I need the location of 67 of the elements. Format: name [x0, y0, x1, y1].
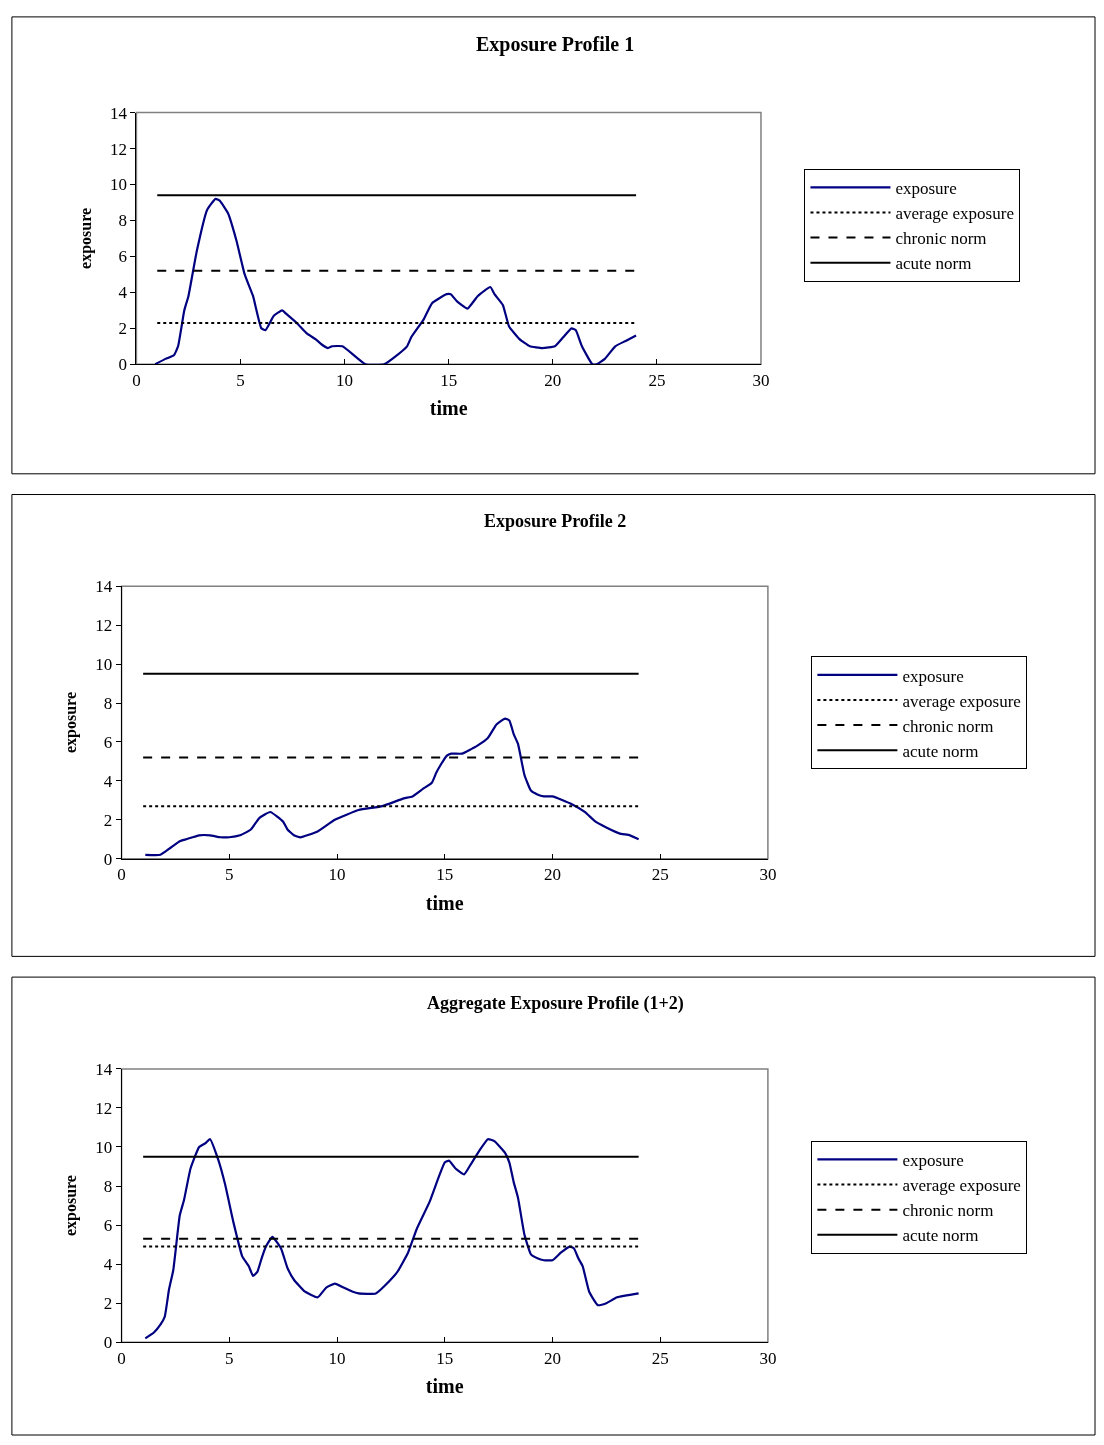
x-axis-title: time [425, 1375, 464, 1398]
y-tick-label: 10 [95, 1137, 113, 1157]
legend-label: average exposure [902, 1176, 1021, 1196]
line-series [154, 197, 638, 365]
y-tick-label: 2 [118, 319, 128, 339]
x-tick-label: 10 [336, 370, 354, 390]
y-tick-label: 8 [103, 693, 113, 713]
y-tick-label: 8 [118, 211, 128, 231]
x-tick-label: 0 [132, 370, 141, 390]
y-tick-label: 0 [103, 849, 113, 869]
y-tick-label: 8 [103, 1176, 113, 1196]
y-tick-label: 14 [95, 1059, 113, 1079]
line-series [144, 1138, 640, 1340]
legend-label: exposure [902, 1151, 964, 1171]
chart-title: Aggregate Exposure Profile (1+2) [427, 993, 684, 1014]
y-tick-label: 4 [103, 1255, 113, 1275]
x-tick-label: 5 [225, 1348, 234, 1368]
x-tick-label: 20 [544, 370, 562, 390]
y-tick-label: 6 [118, 247, 128, 267]
y-axis-title: exposure [62, 691, 81, 754]
y-tick-label: 2 [103, 810, 113, 830]
x-tick-label: 30 [752, 370, 770, 390]
y-tick-label: 10 [110, 175, 128, 195]
y-axis-title: exposure [76, 207, 95, 269]
x-tick-label: 10 [328, 1348, 346, 1368]
y-tick-label: 12 [95, 1098, 113, 1118]
y-tick-label: 14 [95, 577, 113, 597]
y-tick-label: 4 [118, 283, 128, 303]
x-tick-label: 10 [328, 865, 346, 885]
chart-title: Exposure Profile 1 [476, 33, 635, 56]
y-tick-label: 12 [110, 139, 128, 159]
x-tick-label: 25 [648, 370, 666, 390]
x-tick-label: 5 [236, 370, 245, 390]
x-tick-label: 30 [759, 865, 777, 885]
legend-label: average exposure [895, 204, 1014, 224]
y-tick-label: 12 [95, 616, 113, 636]
x-tick-label: 25 [651, 865, 669, 885]
y-tick-label: 6 [103, 732, 113, 752]
y-axis-title: exposure [62, 1175, 81, 1237]
x-tick-label: 15 [440, 370, 458, 390]
y-tick-label: 14 [110, 103, 128, 123]
legend-label: acute norm [902, 741, 979, 761]
x-tick-label: 15 [436, 865, 454, 885]
chart-title: Exposure Profile 2 [484, 511, 627, 531]
x-axis-title: time [429, 397, 468, 420]
x-axis-title: time [425, 891, 464, 914]
x-tick-label: 5 [225, 865, 234, 885]
legend-label: chronic norm [895, 229, 987, 249]
legend-label: exposure [902, 666, 964, 686]
x-tick-label: 20 [543, 865, 561, 885]
x-tick-label: 30 [759, 1348, 777, 1368]
x-tick-label: 15 [436, 1348, 454, 1368]
y-tick-label: 6 [103, 1216, 113, 1236]
y-tick-label: 10 [95, 655, 113, 675]
legend-label: chronic norm [902, 1201, 994, 1221]
y-tick-label: 4 [103, 771, 113, 791]
legend-label: average exposure [902, 691, 1021, 711]
legend-label: exposure [895, 179, 957, 199]
y-tick-label: 2 [103, 1294, 113, 1314]
line-series [144, 717, 640, 857]
y-tick-label: 0 [118, 355, 128, 375]
y-tick-label: 0 [103, 1333, 113, 1353]
legend-label: acute norm [902, 1226, 979, 1246]
legend-label: acute norm [895, 254, 972, 274]
x-tick-label: 25 [651, 1348, 669, 1368]
legend-label: chronic norm [902, 716, 994, 736]
x-tick-label: 20 [543, 1348, 561, 1368]
